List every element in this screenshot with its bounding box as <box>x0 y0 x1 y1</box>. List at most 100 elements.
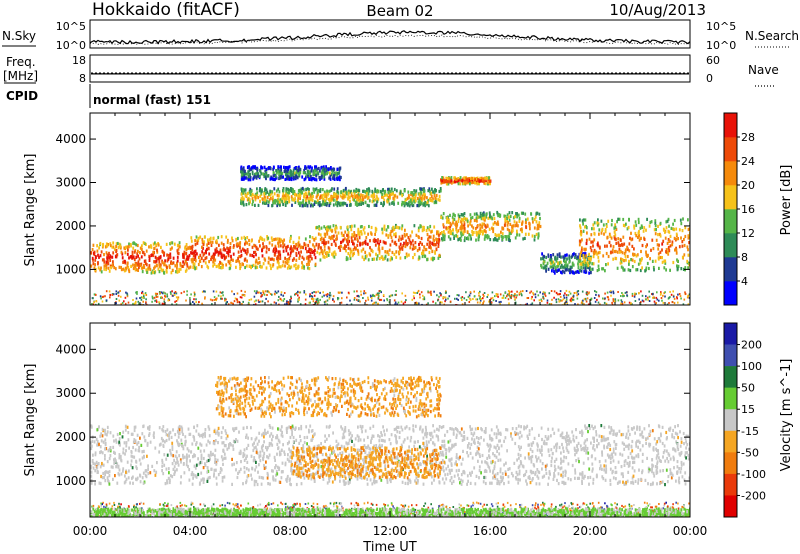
data-cell <box>661 242 664 246</box>
data-cell <box>325 254 328 258</box>
scatter-cell <box>583 303 585 305</box>
scatter-cell <box>419 293 421 296</box>
data-cell <box>372 239 375 243</box>
scatter-cell <box>115 290 118 293</box>
data-cell <box>247 191 249 195</box>
data-cell <box>299 171 302 175</box>
data-cell <box>298 167 301 171</box>
data-cell <box>327 192 330 196</box>
data-cell <box>322 201 325 205</box>
data-cell <box>483 216 486 220</box>
data-cell <box>140 255 143 259</box>
data-cell <box>449 213 451 217</box>
data-cell <box>590 249 593 253</box>
scatter-cell <box>177 298 179 301</box>
data-cell <box>484 234 487 238</box>
data-cell <box>250 266 252 270</box>
data-cell <box>630 258 632 262</box>
scatter-cell <box>658 299 660 302</box>
scatter-cell <box>333 501 336 504</box>
data-cell <box>383 193 386 197</box>
data-cell <box>284 166 287 170</box>
data-cell <box>207 266 210 270</box>
data-cell <box>107 266 110 270</box>
data-cell <box>244 240 247 244</box>
scatter-cell <box>260 295 262 298</box>
scatter-cell <box>105 503 108 506</box>
data-cell <box>289 247 292 251</box>
scatter-cell <box>546 301 549 304</box>
data-cell <box>368 204 370 208</box>
data-cell <box>244 237 247 241</box>
scatter-cell <box>559 295 562 298</box>
data-cell <box>378 257 381 261</box>
scatter-cell <box>175 303 178 305</box>
data-cell <box>532 220 534 224</box>
scatter-cell <box>533 299 535 302</box>
scatter-cell <box>634 292 636 295</box>
scatter-cell <box>145 301 147 304</box>
scatter-cell <box>645 295 647 298</box>
scatter-cell <box>312 300 315 303</box>
data-cell <box>316 225 318 230</box>
data-cell <box>103 253 105 257</box>
data-cell <box>682 267 685 271</box>
data-cell <box>304 171 306 175</box>
data-cell <box>643 237 646 241</box>
data-cell <box>303 195 306 199</box>
data-cell <box>294 263 297 267</box>
data-cell <box>455 177 458 181</box>
data-cell <box>325 227 328 231</box>
scatter-cell <box>515 503 517 506</box>
data-cell <box>376 254 379 258</box>
data-cell <box>361 242 364 246</box>
data-cell <box>358 202 361 206</box>
data-cell <box>115 242 118 246</box>
data-cell <box>548 258 551 262</box>
data-cell <box>261 265 263 269</box>
colorbar-tick-label: 8 <box>741 251 748 264</box>
data-cell <box>178 241 181 245</box>
data-cell <box>538 212 541 216</box>
scatter-cell <box>282 299 285 302</box>
data-cell <box>485 234 488 239</box>
data-cell <box>375 227 378 232</box>
data-cell <box>137 254 139 258</box>
data-cell <box>303 168 305 173</box>
power-colorbar-label: Power [dB] <box>779 165 794 236</box>
scatter-cell <box>683 298 686 301</box>
data-cell <box>269 257 272 261</box>
data-cell <box>242 200 244 204</box>
scatter-cell <box>519 290 522 293</box>
data-cell <box>288 199 290 203</box>
scatter-cell <box>153 296 156 299</box>
data-cell <box>191 245 193 249</box>
data-cell <box>363 241 366 245</box>
data-cell <box>241 170 244 174</box>
data-cell <box>430 194 433 198</box>
scatter-cell <box>626 294 628 297</box>
scatter-cell <box>263 293 266 296</box>
data-cell <box>325 241 328 245</box>
data-cell <box>146 270 148 274</box>
data-cell <box>276 237 279 241</box>
data-cell <box>571 261 574 265</box>
data-cell <box>366 190 369 194</box>
data-cell <box>453 180 455 184</box>
data-cell <box>286 194 289 198</box>
scatter-cell <box>664 295 666 298</box>
data-cell <box>442 212 445 216</box>
scatter-cell <box>163 303 165 305</box>
scatter-cell <box>546 299 549 302</box>
data-cell <box>347 238 349 242</box>
data-cell <box>622 217 625 222</box>
data-cell <box>262 262 265 266</box>
data-cell <box>330 173 333 177</box>
data-cell <box>296 199 299 203</box>
scatter-cell <box>280 293 282 296</box>
data-cell <box>556 265 559 269</box>
scatter-cell <box>610 294 612 297</box>
scatter-cell <box>247 301 250 304</box>
data-cell <box>465 181 468 185</box>
scatter-cell <box>284 303 286 305</box>
